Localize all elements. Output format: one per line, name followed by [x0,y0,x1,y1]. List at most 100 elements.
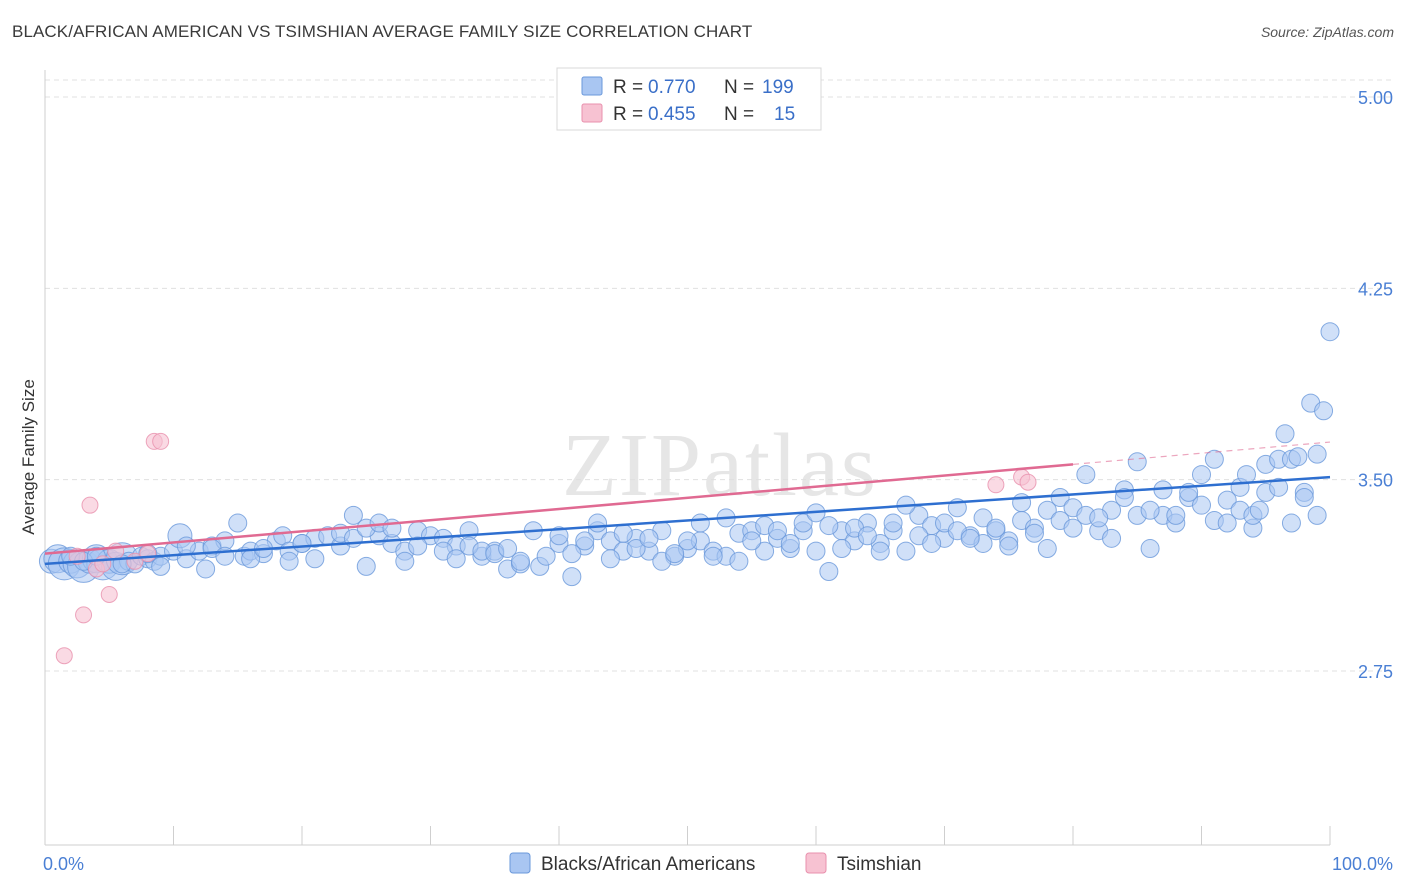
data-point-blacks [395,551,415,571]
y-tick-labels: 2.75 3.50 4.25 5.00 [1358,88,1393,682]
data-point-blacks [1192,495,1211,515]
y-tick-label: 5.00 [1358,88,1393,108]
data-point-blacks [1269,477,1289,497]
data-point-blacks [755,541,775,561]
data-point-blacks [196,559,216,579]
series-blacks-points [38,322,1340,587]
stats-r-label-pink: R = [613,104,643,125]
data-point-blacks [510,551,530,571]
data-point-tsimshian [55,647,73,665]
y-tick-label: 3.50 [1358,471,1393,491]
stats-swatch-blue [581,76,603,96]
data-point-blacks [729,551,749,571]
data-point-blacks [343,505,363,525]
legend-swatch-blacks [509,852,531,874]
data-point-blacks [986,518,1006,538]
data-point-blacks [678,531,697,551]
trend-lines [44,441,1331,566]
axes [44,70,1331,846]
stats-r-label-blue: R = [613,77,643,98]
data-point-blacks [883,513,903,533]
data-point-blacks [1281,513,1301,533]
data-point-blacks [806,541,826,561]
data-point-blacks [1204,449,1224,469]
data-point-blacks [408,536,428,556]
data-point-blacks [1236,465,1256,485]
data-point-blacks [292,533,312,553]
data-point-blacks [832,539,852,559]
trendline-tsimshian [44,463,1074,555]
data-point-blacks [1114,488,1134,508]
data-point-tsimshian [1019,473,1037,491]
data-point-blacks [626,539,646,559]
y-axis-label: Average Family Size [19,379,38,535]
data-point-tsimshian [94,555,112,573]
data-point-tsimshian [139,545,157,563]
data-point-blacks [1102,528,1122,548]
y-tick-label: 2.75 [1358,662,1393,682]
stats-swatch-pink [581,103,603,123]
data-point-blacks [1320,322,1340,342]
data-point-blacks [446,549,466,569]
data-point-blacks [305,549,325,569]
data-point-tsimshian [152,432,170,450]
data-point-blacks [1037,500,1057,520]
y-tick-label: 4.25 [1358,279,1393,299]
data-point-blacks [356,556,376,576]
legend-label-blacks: Blacks/African Americans [541,854,755,875]
data-point-blacks [1217,513,1237,533]
data-point-blacks [613,523,633,543]
data-point-tsimshian [100,585,118,603]
data-point-blacks [1192,465,1211,485]
data-point-blacks [1275,424,1295,444]
data-point-blacks [151,556,171,576]
data-point-blacks [922,533,942,553]
data-point-blacks [1140,500,1160,520]
data-point-blacks [999,536,1019,556]
legend-swatch-tsimshian [805,852,827,874]
stats-r-value-pink: 0.455 [648,104,696,125]
data-point-blacks [767,521,787,541]
series-legend: Blacks/African Americans Tsimshian [509,852,921,875]
data-point-blacks [562,567,582,587]
watermark-text: ZIPatlas [562,416,878,515]
data-point-tsimshian [107,542,125,560]
x-tick-labels: 0.0% 100.0% [43,854,1393,874]
data-point-tsimshian [81,496,99,514]
data-point-blacks [279,551,299,571]
data-point-blacks [690,513,710,533]
data-point-blacks [665,544,685,564]
data-point-tsimshian [75,606,93,624]
data-point-blacks [1076,465,1096,485]
grid-lines [45,79,1395,672]
legend-label-tsimshian: Tsimshian [837,854,921,875]
data-point-blacks [909,505,929,525]
data-point-blacks [549,526,569,546]
data-point-blacks [793,513,813,533]
data-point-blacks [703,546,723,566]
data-point-blacks [870,541,890,561]
source-credit: Source: ZipAtlas.com [1260,24,1394,40]
data-point-blacks [1063,518,1083,538]
data-point-blacks [1166,505,1186,525]
trendline-blacks [44,475,1331,566]
stats-legend-box: R = 0.770 N = 199 R = 0.455 N = 15 [556,67,822,131]
data-point-blacks [1217,490,1237,510]
data-point-blacks [819,562,839,582]
data-point-blacks [588,513,608,533]
data-point-blacks [819,516,839,536]
data-point-blacks [973,508,993,528]
data-point-blacks [215,546,235,566]
data-point-blacks [600,549,620,569]
stats-n-value-pink: 15 [774,104,795,125]
data-point-blacks [1050,488,1070,508]
data-point-blacks [228,513,248,533]
data-point-blacks [1307,444,1327,464]
data-point-blacks [1024,523,1044,543]
data-point-blacks [1127,452,1147,472]
data-point-blacks [1294,488,1314,508]
chart-title: BLACK/AFRICAN AMERICAN VS TSIMSHIAN AVER… [12,22,753,41]
stats-r-value-blue: 0.770 [648,77,696,98]
x-tick-label: 0.0% [43,854,84,874]
